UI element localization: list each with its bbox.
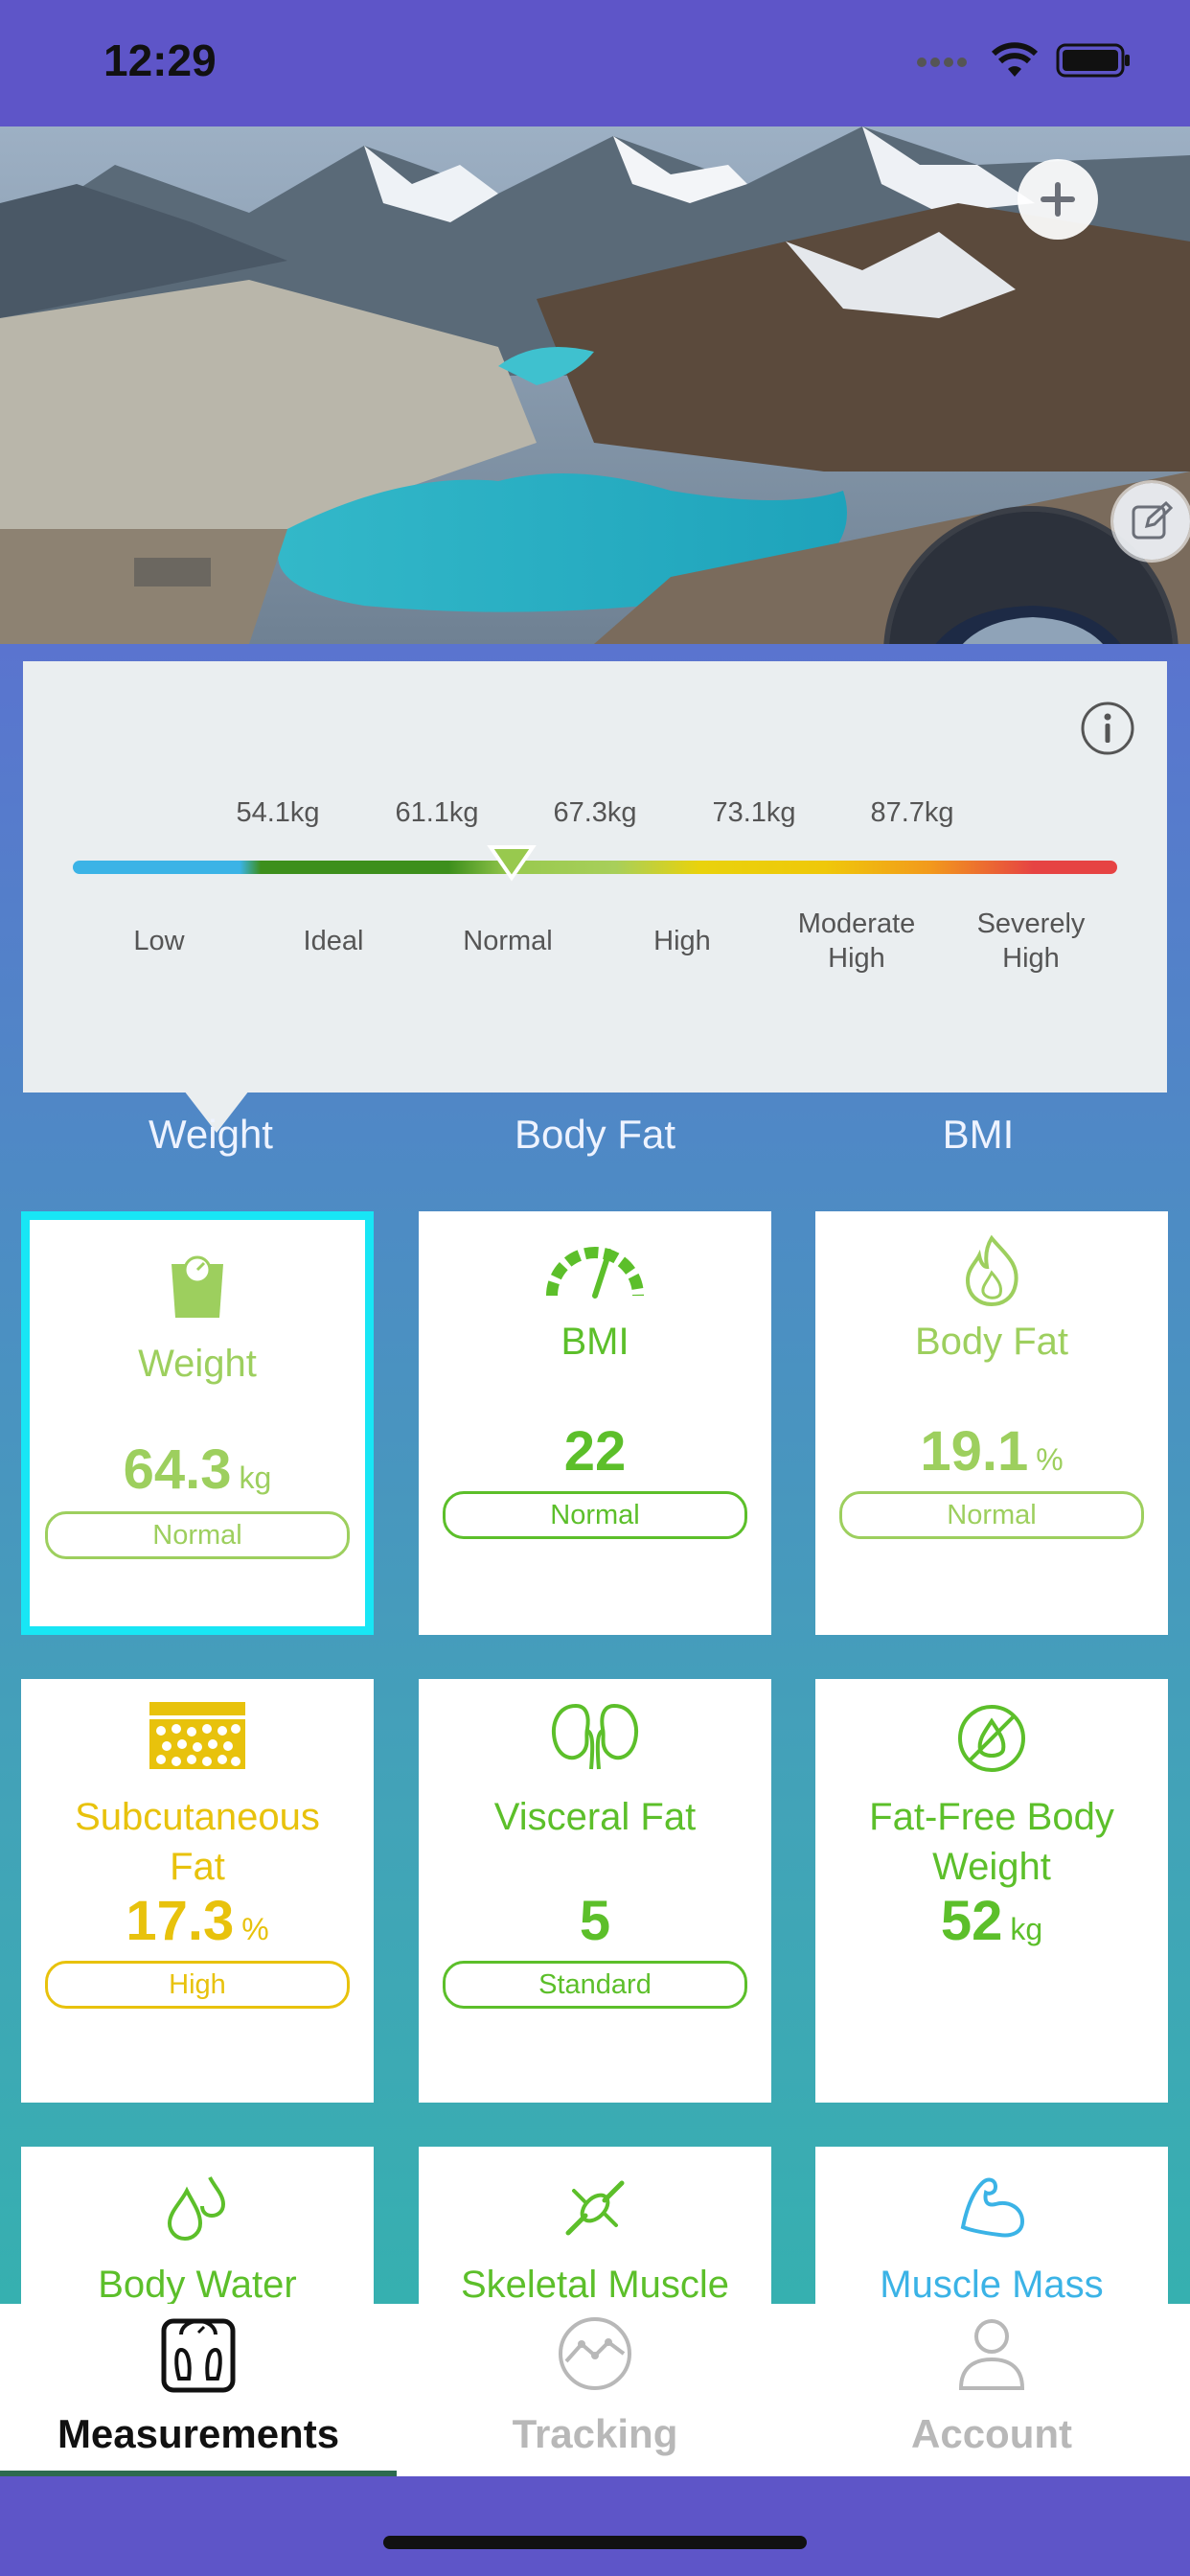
scale-label-ideal: Ideal <box>303 926 364 956</box>
card-value: 5 <box>579 1890 611 1952</box>
fat-cells-icon <box>149 1702 245 1769</box>
scale-threshold-4: 73.1kg <box>712 797 796 828</box>
scale-label-severely-high: Severely High <box>976 908 1086 974</box>
card-value: 17.3% <box>126 1890 269 1952</box>
scale-threshold-2: 61.1kg <box>395 797 479 828</box>
bone-icon <box>565 2180 625 2236</box>
tab-bmi[interactable]: BMI <box>942 1112 1015 1157</box>
home-indicator[interactable] <box>383 2536 807 2549</box>
header-landscape-image <box>0 126 1190 644</box>
card-title: Muscle Mass <box>880 2264 1104 2306</box>
status-badge: Normal <box>839 1491 1144 1539</box>
card-value: 52 kg <box>940 1890 1043 1952</box>
status-badge: High <box>45 1961 350 2009</box>
card-visceral-fat[interactable]: Visceral Fat 5 Standard <box>419 1679 771 2103</box>
kidneys-icon <box>552 1703 638 1770</box>
card-title: Fat-Free Body Weight <box>869 1796 1114 1888</box>
scale-threshold-3: 67.3kg <box>553 797 637 828</box>
cellular-signal-icon <box>917 58 967 67</box>
status-badge: Standard <box>443 1961 747 2009</box>
card-body-fat[interactable]: Body Fat 19.1% Normal <box>815 1211 1168 1635</box>
card-bmi[interactable]: BMI 22 Normal <box>419 1211 771 1635</box>
flame-icon <box>965 1234 1018 1307</box>
status-icons <box>916 42 1133 79</box>
edit-profile-button[interactable] <box>1113 483 1190 560</box>
card-value: 64.3 kg <box>123 1438 272 1501</box>
bathroom-scale-icon <box>161 2318 236 2393</box>
scale-icon <box>172 1255 223 1318</box>
plus-icon <box>1041 182 1075 217</box>
card-title: Body Fat <box>914 1321 1069 1363</box>
nav-label: Account <box>911 2411 1072 2456</box>
scale-threshold-1: 54.1kg <box>236 797 320 828</box>
weight-scale-popup <box>23 661 1167 1092</box>
scale-threshold-5: 87.7kg <box>870 797 954 828</box>
scale-label-low: Low <box>133 926 185 956</box>
nav-label: Tracking <box>512 2411 678 2456</box>
card-title: BMI <box>561 1321 629 1363</box>
scale-label-moderate-high: Moderate High <box>797 908 916 974</box>
scale-label-high: High <box>653 926 711 956</box>
card-weight[interactable]: Weight 64.3 kg Normal <box>21 1211 374 1635</box>
bottom-navigation: Measurements Tracking Account <box>0 2304 1190 2476</box>
card-value: 19.1% <box>920 1420 1064 1483</box>
active-tab-indicator <box>0 2471 397 2476</box>
status-badge: Normal <box>443 1491 747 1539</box>
card-title: Visceral Fat <box>493 1796 697 1838</box>
biceps-icon <box>960 2177 1025 2238</box>
current-position-marker <box>487 845 537 882</box>
scale-label-normal: Normal <box>463 926 553 956</box>
nav-tracking[interactable]: Tracking <box>397 2304 793 2476</box>
card-title: Skeletal Muscle <box>460 2264 730 2306</box>
wifi-icon <box>991 42 1039 77</box>
tracking-chart-icon <box>559 2317 631 2390</box>
add-photo-button[interactable] <box>1018 159 1098 240</box>
card-title: Body Water <box>98 2264 297 2306</box>
tab-weight[interactable]: Weight <box>149 1112 273 1157</box>
popup-pointer <box>184 1091 249 1133</box>
card-title: Weight <box>138 1343 257 1385</box>
status-badge: Normal <box>45 1511 350 1559</box>
nav-label: Measurements <box>57 2411 340 2456</box>
card-subcutaneous-fat[interactable]: Subcutaneous Fat 17.3% High <box>21 1679 374 2103</box>
nav-measurements[interactable]: Measurements <box>0 2304 397 2476</box>
weight-range-bar <box>73 861 1117 874</box>
no-fat-icon <box>958 1705 1025 1772</box>
card-fat-free-body-weight[interactable]: Fat-Free Body Weight 52 kg <box>815 1679 1168 2103</box>
home-indicator-area <box>0 2476 1190 2576</box>
card-title: Subcutaneous Fat <box>75 1796 320 1888</box>
gauge-icon <box>546 1247 644 1299</box>
edit-icon <box>1132 500 1174 540</box>
mountain-lake-image <box>0 126 1190 644</box>
tab-body-fat[interactable]: Body Fat <box>514 1112 676 1157</box>
user-icon <box>958 2319 1025 2390</box>
battery-icon <box>1056 43 1130 78</box>
card-value: 22 <box>563 1420 627 1483</box>
nav-account[interactable]: Account <box>793 2304 1190 2476</box>
info-icon[interactable] <box>1079 700 1136 757</box>
water-drops-icon <box>167 2176 226 2242</box>
status-bar: 12:29 <box>0 0 1190 126</box>
status-time: 12:29 <box>103 35 217 85</box>
